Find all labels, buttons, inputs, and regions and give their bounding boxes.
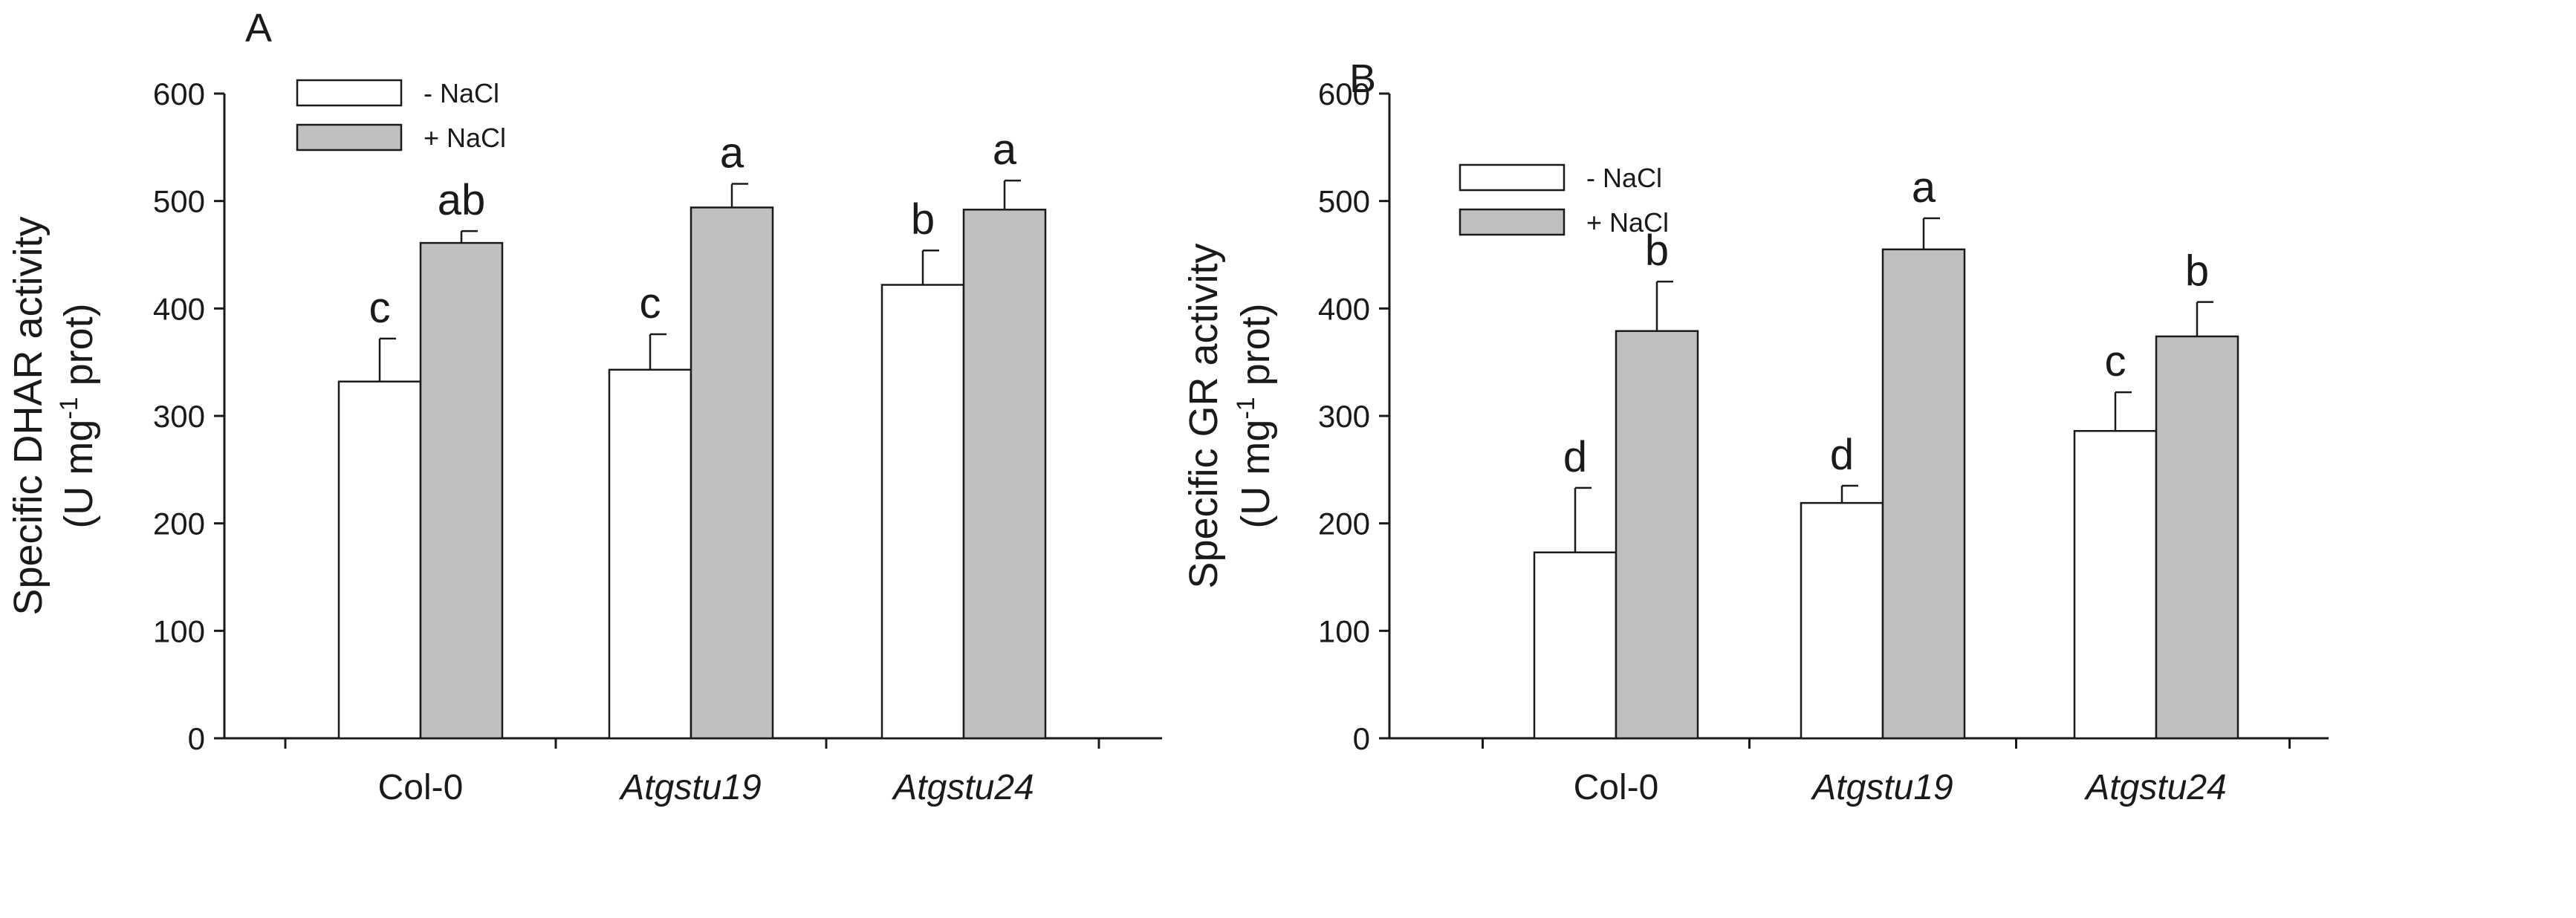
legend-label: + NaCl bbox=[424, 123, 506, 153]
y-axis-label-line1: Specific GR activity bbox=[1181, 243, 1226, 588]
bar-plus-nacl bbox=[962, 208, 1047, 740]
bar-minus-nacl bbox=[880, 284, 965, 740]
y-tick-label: 200 bbox=[1318, 507, 1370, 541]
significance-letter: d bbox=[1563, 433, 1587, 481]
y-tick-label: 0 bbox=[188, 721, 205, 756]
y-tick-label: 600 bbox=[1318, 76, 1370, 111]
legend-label: + NaCl bbox=[1586, 207, 1669, 238]
bar-minus-nacl bbox=[1800, 501, 1884, 740]
y-axis-label-pre: (U mg bbox=[56, 420, 101, 529]
y-tick-label: 100 bbox=[153, 613, 205, 648]
category-label: Col-0 bbox=[378, 768, 464, 807]
significance-letter: ab bbox=[438, 176, 486, 224]
significance-letter: a bbox=[993, 126, 1017, 174]
y-tick-label: 100 bbox=[1318, 613, 1370, 648]
panel-b: B 0 100 200 300 400 500 600 Specific GR activity… bbox=[1181, 56, 2329, 807]
y-axis-label-post: prot) bbox=[1233, 303, 1278, 397]
bar-minus-nacl bbox=[2073, 430, 2158, 740]
y-axis-label-sup: -1 bbox=[55, 397, 83, 419]
legend-swatch bbox=[1459, 163, 1566, 192]
significance-letter: a bbox=[1912, 163, 1936, 212]
legend-swatch bbox=[296, 123, 403, 152]
category-label: Atgstu19 bbox=[1810, 768, 1953, 807]
significance-letter: c bbox=[2105, 337, 2126, 385]
legend-swatch bbox=[296, 79, 403, 107]
bar-minus-nacl bbox=[608, 368, 692, 740]
y-tick-label: 400 bbox=[1318, 291, 1370, 326]
y-tick-label: 200 bbox=[153, 507, 205, 541]
y-tick-label: 500 bbox=[153, 184, 205, 219]
y-axis-label-line1: Specific DHAR activity bbox=[6, 216, 51, 615]
bar-plus-nacl bbox=[1881, 248, 1966, 740]
y-axis-label-sup: -1 bbox=[1232, 397, 1260, 419]
bar-plus-nacl bbox=[2155, 335, 2239, 740]
y-tick-label: 600 bbox=[153, 76, 205, 111]
y-axis-label-line2: (U mg-1 prot) bbox=[1232, 303, 1278, 528]
category-label: Atgstu24 bbox=[891, 768, 1034, 807]
y-tick-label: 300 bbox=[153, 399, 205, 434]
significance-letter: c bbox=[640, 279, 661, 328]
bar-plus-nacl bbox=[1615, 330, 1699, 740]
category-label: Atgstu24 bbox=[2083, 768, 2226, 807]
panel-a: A 0 100 200 300 400 500 600 Specific DHAR activi… bbox=[6, 6, 1162, 807]
legend-swatch bbox=[1459, 208, 1566, 236]
significance-letter: b bbox=[911, 195, 935, 244]
y-tick-label: 0 bbox=[1353, 721, 1370, 756]
category-label: Col-0 bbox=[1574, 768, 1659, 807]
y-axis-label-line2: (U mg-1 prot) bbox=[55, 303, 101, 528]
y-tick-label: 500 bbox=[1318, 184, 1370, 219]
y-axis-label-post: prot) bbox=[56, 303, 101, 397]
bar-plus-nacl bbox=[419, 241, 504, 740]
bar-minus-nacl bbox=[337, 380, 422, 740]
legend-label: - NaCl bbox=[1586, 163, 1662, 193]
legend-label: - NaCl bbox=[424, 78, 499, 108]
significance-letter: c bbox=[369, 284, 391, 332]
significance-letter: a bbox=[720, 129, 744, 178]
significance-letter: b bbox=[2185, 247, 2209, 296]
y-tick-label: 300 bbox=[1318, 399, 1370, 434]
significance-letter: d bbox=[1830, 431, 1854, 479]
bar-plus-nacl bbox=[690, 206, 774, 740]
bar-minus-nacl bbox=[1533, 551, 1618, 740]
panel-letter: A bbox=[245, 6, 272, 51]
y-tick-label: 400 bbox=[153, 291, 205, 326]
significance-letter: b bbox=[1645, 227, 1669, 275]
y-axis-label-pre: (U mg bbox=[1233, 420, 1278, 529]
panel-letter: B bbox=[1349, 56, 1376, 101]
category-label: Atgstu19 bbox=[618, 768, 761, 807]
